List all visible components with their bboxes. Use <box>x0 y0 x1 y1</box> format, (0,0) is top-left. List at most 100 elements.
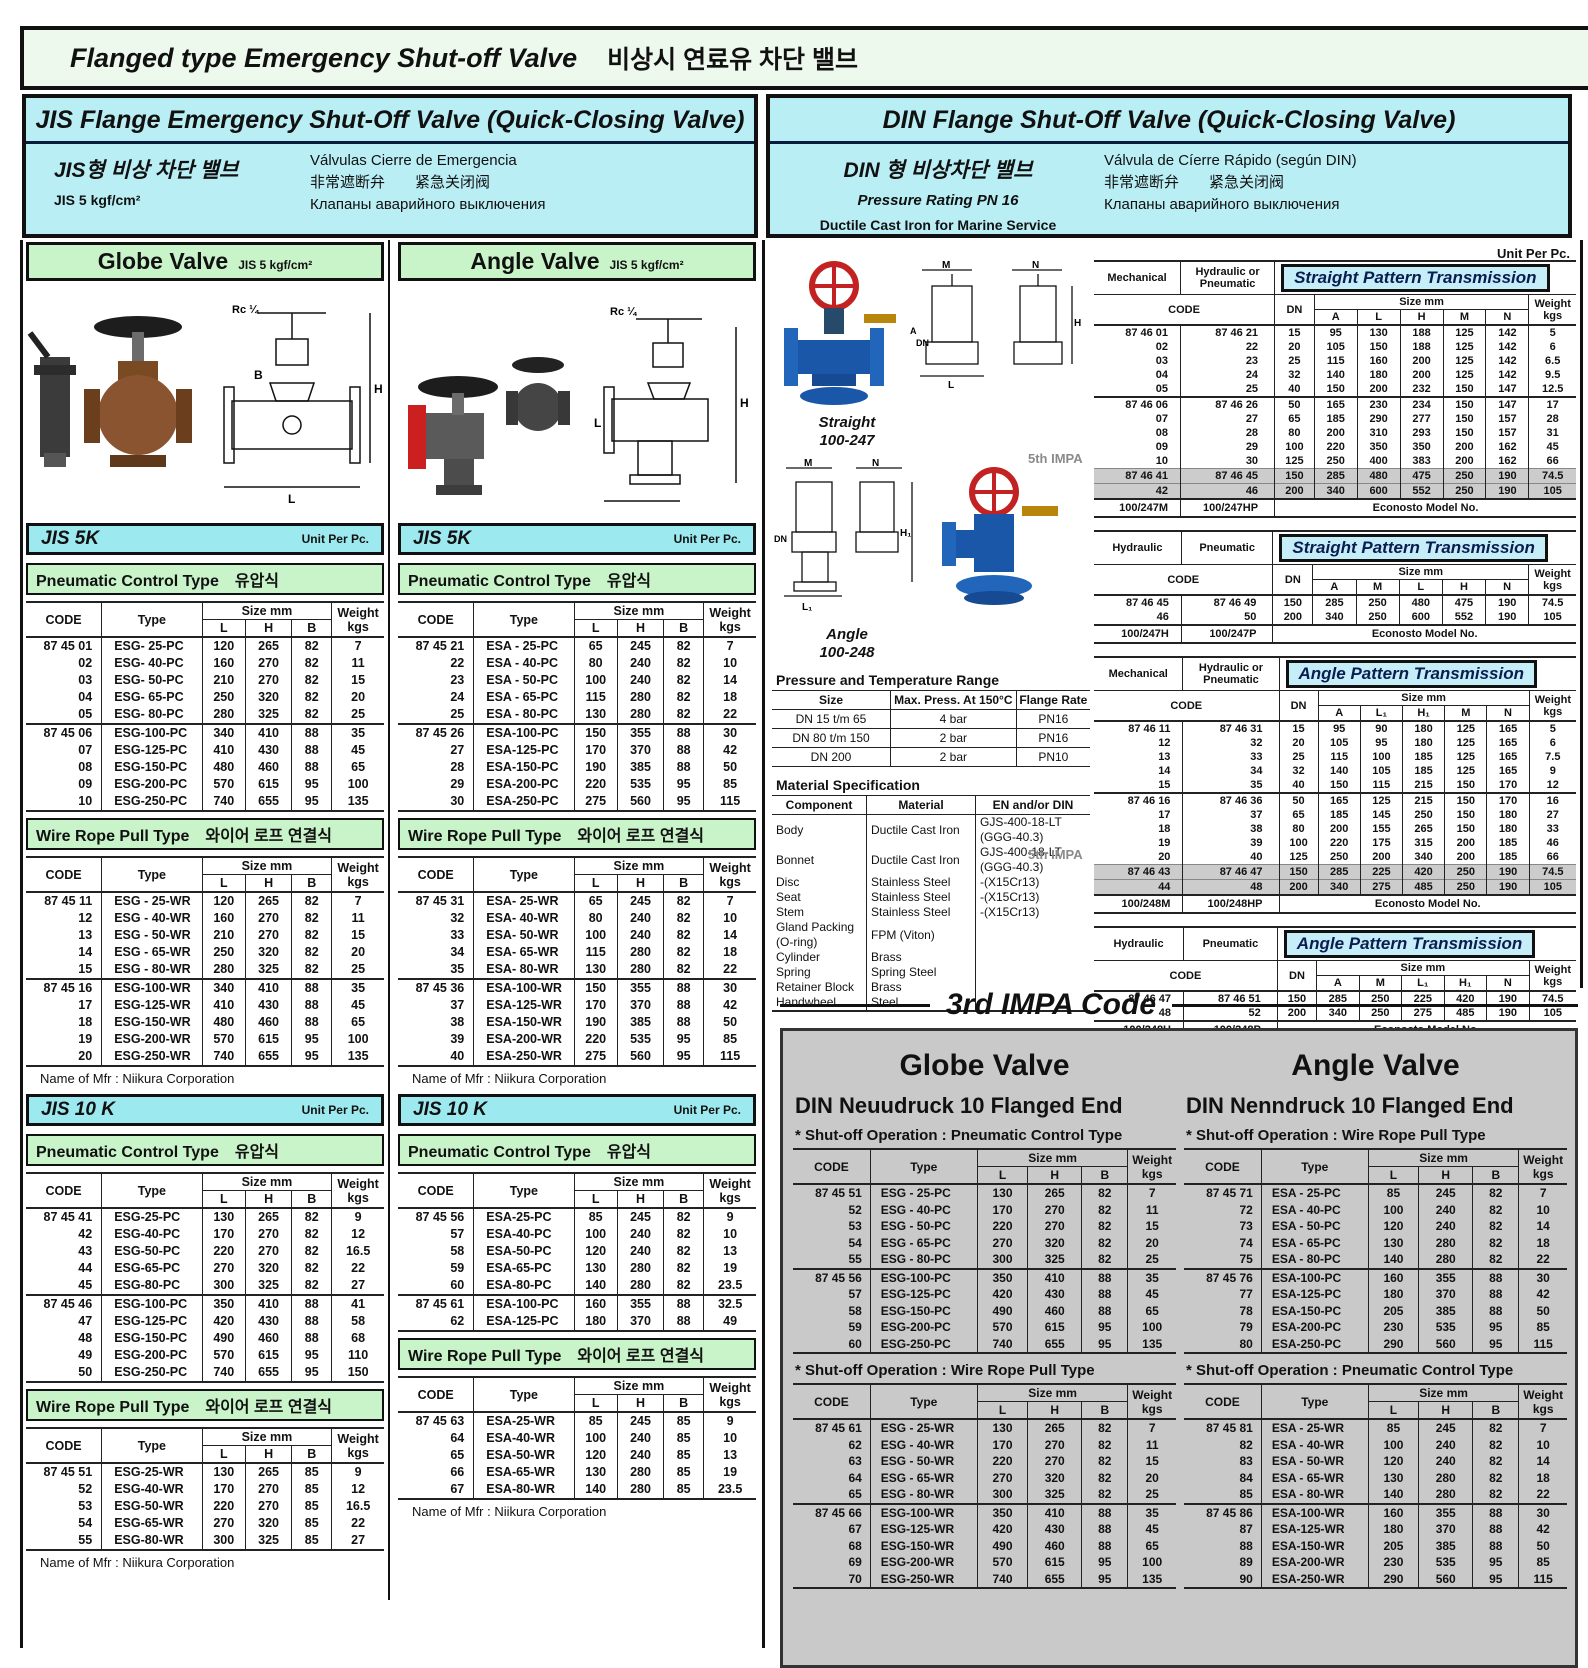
table-cell: 280 <box>1418 1251 1473 1269</box>
table-row: 84 ESA - 65-WR 130 280 82 18 <box>1184 1469 1567 1486</box>
table-cell: 82 <box>291 927 332 944</box>
table-cell: 180 <box>1401 736 1445 750</box>
table-row: 55 ESG-80-WR 300 325 85 27 <box>26 1532 384 1550</box>
table-cell: 5 <box>1528 325 1576 340</box>
manufacturer-note: Name of Mfr : Niikura Corporation <box>40 1555 235 1570</box>
column-header: H₁ <box>1401 705 1446 722</box>
table-cell: ESG-50-PC <box>101 1243 203 1260</box>
table-cell: 87 45 56 <box>793 1267 871 1286</box>
table-cell: 25 <box>1274 354 1315 368</box>
table-cell: 27 <box>1180 412 1275 426</box>
table-row: 77 ESA-125-PC 180 370 88 42 <box>1184 1286 1567 1303</box>
column-header: Size mm <box>1313 294 1530 310</box>
table-cell: 88 <box>291 997 332 1014</box>
table-cell: 87 46 16 <box>1094 792 1183 808</box>
column-header: Weight kgs <box>1518 1383 1567 1420</box>
table-cell: 15 <box>1127 1453 1176 1470</box>
table-cell: 46 <box>1156 611 1169 623</box>
table-cell: 420 <box>1401 864 1445 880</box>
model-number-cell: Econosto Model No. <box>1272 624 1576 643</box>
table-cell: ESG-100-WR <box>869 1502 978 1521</box>
column-header: Type <box>101 856 203 893</box>
table-cell: 88 <box>663 978 704 997</box>
table-cell: 88 <box>663 1294 704 1313</box>
wr-bar-label: Wire Rope Pull Type <box>36 1399 190 1416</box>
table-cell: 270 <box>1027 1201 1082 1218</box>
table-cell: ESG-200-WR <box>869 1554 978 1571</box>
din-straight-hyd-table-wrap: Hydraulic Pneumatic Straight Pattern Trans… <box>1094 530 1576 644</box>
table-row: 28 ESA-150-PC 190 385 88 50 <box>398 759 756 776</box>
globe-jis10k-bar: JIS 10 K Unit Per Pc. <box>26 1094 384 1126</box>
table-cell: 205 <box>1367 1537 1419 1554</box>
table-cell: 157 <box>1485 426 1529 440</box>
table-cell: 68 <box>848 1538 862 1553</box>
table-cell: 82 <box>663 1208 704 1226</box>
table-cell: 200 <box>1444 836 1487 850</box>
table-cell: 82 <box>1081 1469 1128 1486</box>
table-cell: 67 <box>848 1522 862 1536</box>
table-cell: 655 <box>244 1048 292 1066</box>
table-cell: 270 <box>244 1243 292 1260</box>
table-row: 35 ESA- 80-WR 130 280 82 22 <box>398 961 756 979</box>
table-row: 08 ESG-150-PC 480 460 88 65 <box>26 759 384 776</box>
table-cell: 33 <box>1182 750 1280 764</box>
table-cell: 18 <box>1518 1469 1567 1486</box>
table-cell: 82 <box>1081 1436 1128 1453</box>
pressure-temperature-table: Size Max. Press. At 150°C Flange Rate DN 1… <box>772 690 1090 767</box>
table-cell: 41 <box>331 1294 384 1313</box>
table-cell: ESA-80-WR <box>473 1481 575 1499</box>
table-cell: 87 46 21 <box>1180 325 1275 340</box>
table-cell: 245 <box>616 637 664 655</box>
table-cell: 19 <box>703 1464 756 1481</box>
table-cell: 130 <box>573 706 618 724</box>
table-cell: ESG-200-PC <box>101 1347 203 1364</box>
table-row: 44 48 200 340 275 485 250 190 105 <box>1094 879 1576 895</box>
table-cell: 33 <box>1528 822 1576 836</box>
table-cell: 62 <box>848 1437 862 1452</box>
table-cell: 100 <box>1278 836 1319 850</box>
table-cell: 95 <box>291 1031 332 1048</box>
table-cell: 95 <box>291 776 332 793</box>
table-row: 22 ESA - 40-PC 80 240 82 10 <box>398 655 756 672</box>
table-cell: 85 <box>291 1515 332 1532</box>
table-row: 87 46 43 87 46 47 150 285 225 420 250 190 74.5 <box>1094 864 1576 880</box>
table-row: 87 45 51 ESG-25-WR 130 265 85 9 <box>26 1463 384 1481</box>
din-angle-valve-drawing: M N H₁ DN L₁ <box>774 458 913 613</box>
column-header: CODE <box>26 601 103 638</box>
table-cell: 315 <box>1401 836 1445 850</box>
table-cell: 09 <box>78 777 93 791</box>
table-cell: 115 <box>1313 354 1358 368</box>
table-cell: 9 <box>1528 764 1576 778</box>
table-cell: 320 <box>1027 1234 1082 1251</box>
column-header: Weight kgs <box>331 856 384 893</box>
table-cell: 95 <box>1081 1554 1128 1571</box>
jis5k-label: JIS 5K <box>41 528 100 549</box>
table-cell: 220 <box>573 1031 618 1048</box>
table-cell: 72 <box>1239 1202 1253 1217</box>
table-cell: ESG - 65-WR <box>869 1469 978 1486</box>
column-header: L <box>1368 1401 1420 1420</box>
table-cell: 10 <box>1155 455 1169 467</box>
impa-angle-title: Angle Valve <box>1291 1049 1460 1082</box>
table-cell: 175 <box>1359 836 1403 850</box>
table-cell: 200 <box>1317 822 1361 836</box>
column-header: Type <box>473 1172 575 1209</box>
table-row: DN 15 t/m 65 4 bar PN16 <box>772 709 1090 729</box>
table-cell: 15 <box>331 927 384 944</box>
table-row: 87 45 63 ESA-25-WR 85 245 85 9 <box>398 1412 756 1430</box>
column-header: Weight kgs <box>1528 564 1576 596</box>
table-cell: ESA - 65-PC <box>473 689 575 706</box>
table-cell: 82 <box>663 706 704 724</box>
table-cell: Ductile Cast Iron <box>866 845 976 875</box>
third-impa-section: 3rd IMPA Code Globe Valve DIN Neuudruck … <box>780 988 1578 1668</box>
table-row: 07 27 65 185 290 277 150 157 28 <box>1094 412 1576 426</box>
table-cell: 370 <box>616 997 664 1014</box>
table-cell: 220 <box>201 1243 246 1260</box>
table-cell: 22 <box>1518 1251 1567 1269</box>
table-cell: 535 <box>616 776 664 793</box>
column-header: L₁ <box>1359 705 1404 722</box>
table-cell: 220 <box>1317 836 1361 850</box>
table-cell: 82 <box>1081 1218 1128 1235</box>
table-cell: 200 <box>1278 879 1319 895</box>
globe-10k-wr-bar: Wire Rope Pull Type 와이어 로프 연결식 <box>26 1389 384 1421</box>
